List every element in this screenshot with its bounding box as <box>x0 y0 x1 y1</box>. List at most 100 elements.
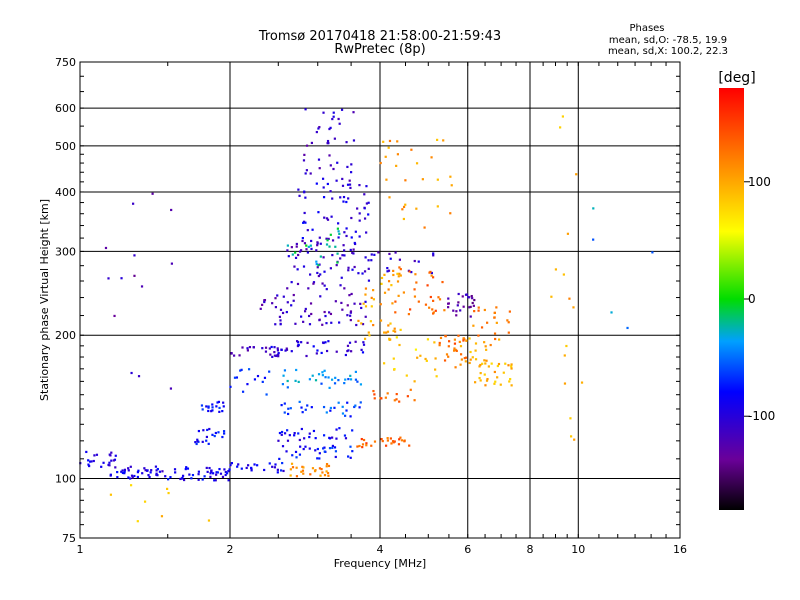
data-point <box>136 475 139 479</box>
data-point <box>338 427 341 430</box>
data-point <box>403 439 406 443</box>
data-point <box>305 144 309 147</box>
data-point <box>575 173 578 176</box>
data-point <box>302 472 305 475</box>
data-point <box>170 208 173 212</box>
data-point <box>507 364 510 367</box>
data-point <box>331 117 334 121</box>
data-point <box>327 340 330 343</box>
data-point <box>341 308 344 311</box>
data-point <box>360 306 363 310</box>
data-point <box>489 343 492 347</box>
data-point <box>216 401 219 404</box>
data-point <box>478 376 481 380</box>
data-point <box>359 302 362 305</box>
data-point <box>477 334 480 337</box>
x-tick-label-4: 8 <box>527 543 534 556</box>
data-point <box>454 366 457 369</box>
data-point <box>222 401 225 404</box>
data-point <box>271 302 274 305</box>
data-point <box>414 273 417 276</box>
data-point <box>321 374 324 377</box>
data-point <box>137 469 140 472</box>
data-point <box>170 262 174 265</box>
data-point <box>347 349 350 352</box>
data-point <box>341 405 344 408</box>
data-point <box>324 341 327 344</box>
data-point <box>322 186 325 189</box>
data-point <box>363 337 367 340</box>
data-point <box>318 125 321 129</box>
data-point <box>248 345 252 349</box>
data-point <box>205 466 208 470</box>
data-point <box>416 356 419 359</box>
data-point <box>360 322 363 325</box>
data-point <box>408 444 411 447</box>
data-point <box>325 411 328 414</box>
data-point <box>352 252 355 255</box>
data-point <box>238 354 241 357</box>
data-point <box>369 320 372 323</box>
data-point <box>311 228 314 231</box>
data-point <box>402 205 406 209</box>
data-point <box>300 406 303 409</box>
data-point <box>325 288 328 291</box>
data-point <box>486 321 489 324</box>
data-point <box>217 400 221 404</box>
data-point <box>336 261 339 264</box>
data-point <box>293 432 296 435</box>
data-point <box>438 341 441 345</box>
data-point <box>246 347 249 350</box>
data-point <box>137 375 141 378</box>
data-point <box>263 298 267 302</box>
data-point <box>473 298 476 302</box>
data-point <box>290 304 293 307</box>
data-point <box>207 519 211 522</box>
data-point <box>229 464 232 467</box>
data-point <box>444 335 447 338</box>
data-point <box>387 269 391 272</box>
data-point <box>273 346 276 349</box>
data-point <box>356 445 359 448</box>
data-point <box>335 437 338 440</box>
data-point <box>240 467 243 470</box>
data-point <box>264 350 268 353</box>
data-point <box>357 319 360 322</box>
data-point <box>281 461 284 465</box>
data-point <box>361 272 364 275</box>
x-tick-label-6: 16 <box>673 543 687 556</box>
data-point <box>483 359 486 362</box>
data-point <box>471 356 474 359</box>
data-point <box>312 281 316 284</box>
data-point <box>321 471 324 474</box>
data-point <box>210 469 213 472</box>
data-point <box>280 404 283 407</box>
data-point <box>133 274 136 277</box>
data-point <box>479 371 482 375</box>
data-point <box>274 297 277 300</box>
data-point <box>344 437 348 440</box>
data-point <box>303 310 307 313</box>
data-point <box>439 336 443 340</box>
data-point <box>354 340 357 343</box>
data-point <box>197 478 200 481</box>
data-point <box>179 477 182 481</box>
data-point <box>354 404 357 407</box>
data-point <box>387 146 390 149</box>
data-point <box>286 287 289 290</box>
data-point <box>367 213 370 216</box>
data-point <box>410 148 413 151</box>
data-point <box>430 274 433 277</box>
data-point <box>322 405 326 409</box>
data-point <box>337 401 340 404</box>
data-point <box>104 246 108 250</box>
data-point <box>224 470 227 474</box>
data-point <box>333 382 337 385</box>
data-point <box>294 251 297 254</box>
data-point <box>358 444 361 448</box>
data-point <box>144 469 147 472</box>
data-point <box>256 374 260 378</box>
data-point <box>318 467 322 470</box>
data-point <box>397 443 401 446</box>
data-point <box>233 376 237 379</box>
